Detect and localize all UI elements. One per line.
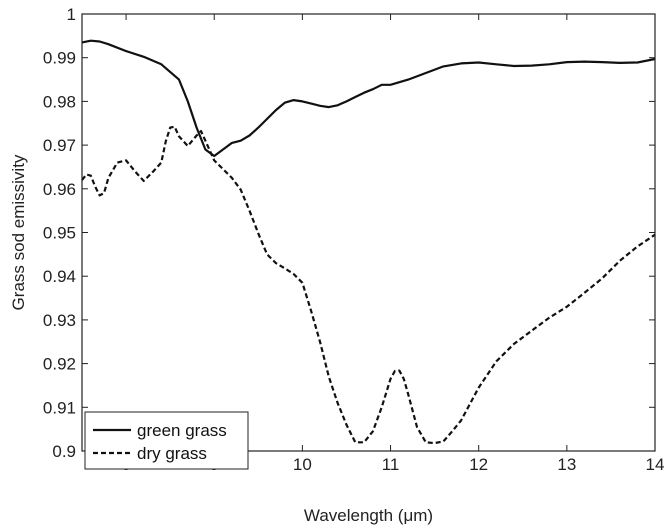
y-tick-label: 0.9 <box>52 442 76 461</box>
legend-label-dry-grass: dry grass <box>137 444 207 463</box>
y-tick-label: 0.97 <box>43 136 76 155</box>
y-axis-label: Grass sod emissivity <box>9 154 28 310</box>
series-layer <box>81 39 656 445</box>
legend: green grass dry grass <box>84 411 249 470</box>
series-line-green-grass <box>81 39 656 158</box>
y-tick-label: 0.93 <box>43 311 76 330</box>
y-tick-label: 0.92 <box>43 355 76 374</box>
y-tick-label: 0.98 <box>43 92 76 111</box>
y-tick-label: 0.99 <box>43 49 76 68</box>
x-tick-label: 10 <box>293 455 312 474</box>
y-tick-label: 1 <box>67 5 76 24</box>
x-tick-label: 11 <box>382 455 400 474</box>
plot-area <box>82 14 655 451</box>
x-tick-label: 14 <box>646 455 665 474</box>
legend-box <box>84 411 249 470</box>
x-axis-label: Wavelength (μm) <box>304 506 433 525</box>
y-tick-label: 0.91 <box>43 398 76 417</box>
series-line-dry-grass <box>81 125 656 445</box>
legend-label-green-grass: green grass <box>137 421 227 440</box>
y-tick-label: 0.95 <box>43 224 76 243</box>
x-tick-label: 12 <box>469 455 488 474</box>
y-tick-label: 0.96 <box>43 180 76 199</box>
y-tick-label: 0.94 <box>43 267 76 286</box>
x-tick-label: 13 <box>557 455 576 474</box>
